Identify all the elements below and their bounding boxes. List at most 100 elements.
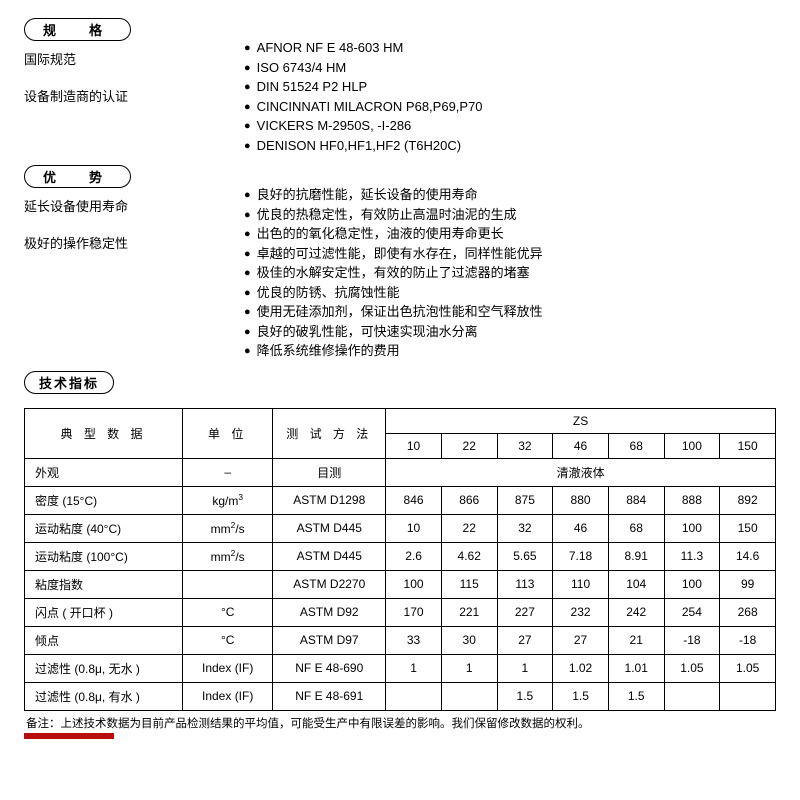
cell-unit: mm2/s	[183, 542, 273, 570]
cell-value	[441, 682, 497, 710]
cell-value: 68	[608, 514, 664, 542]
cell-value: 242	[608, 598, 664, 626]
cell-method: 目测	[273, 458, 386, 486]
cell-value: 888	[664, 486, 720, 514]
th-grade: 10	[386, 433, 442, 458]
cell-value: 2.6	[386, 542, 442, 570]
cell-method: ASTM D445	[273, 542, 386, 570]
th-grade: 32	[497, 433, 553, 458]
cell-value: 1	[497, 654, 553, 682]
cell-method: ASTM D97	[273, 626, 386, 654]
table-row: 粘度指数ASTM D227010011511311010410099	[25, 570, 776, 598]
cell-value: 27	[553, 626, 609, 654]
cell-value: -18	[720, 626, 776, 654]
cell-unit: °C	[183, 598, 273, 626]
cell-value: 232	[553, 598, 609, 626]
spec-item: DIN 51524 P2 HLP	[244, 77, 776, 97]
adv-item: 降低系统维修操作的费用	[244, 341, 776, 361]
cell-value: -18	[664, 626, 720, 654]
cell-value: 1.5	[497, 682, 553, 710]
cell-value	[386, 682, 442, 710]
cell-value: 11.3	[664, 542, 720, 570]
cell-value: 1	[386, 654, 442, 682]
cell-value: 170	[386, 598, 442, 626]
adv-item: 良好的抗磨性能，延长设备的使用寿命	[244, 185, 776, 205]
adv-item: 极佳的水解安定性，有效的防止了过滤器的堵塞	[244, 263, 776, 283]
cell-name: 运动粘度 (100°C)	[25, 542, 183, 570]
cell-value: 227	[497, 598, 553, 626]
cell-value: 113	[497, 570, 553, 598]
th-unit: 单 位	[183, 408, 273, 458]
adv-left-label-1: 极好的操作稳定性	[24, 233, 224, 252]
cell-unit: kg/m3	[183, 486, 273, 514]
cell-method: NF E 48-690	[273, 654, 386, 682]
tech-table: 典 型 数 据 单 位 测 试 方 法 ZS 10 22 32 46 68 10…	[24, 408, 776, 711]
cell-value: 880	[553, 486, 609, 514]
cell-name: 过滤性 (0.8μ, 无水 )	[25, 654, 183, 682]
cell-unit: Index (IF)	[183, 682, 273, 710]
table-row: 过滤性 (0.8μ, 有水 )Index (IF)NF E 48-6911.51…	[25, 682, 776, 710]
section-title-tech: 技术指标	[24, 371, 114, 394]
th-grade: 100	[664, 433, 720, 458]
cell-method: NF E 48-691	[273, 682, 386, 710]
cell-value: 30	[441, 626, 497, 654]
cell-value: 100	[664, 570, 720, 598]
cell-name: 过滤性 (0.8μ, 有水 )	[25, 682, 183, 710]
cell-value: 32	[497, 514, 553, 542]
th-group: ZS	[386, 408, 776, 433]
cell-value: 27	[497, 626, 553, 654]
table-row: 运动粘度 (100°C)mm2/sASTM D4452.64.625.657.1…	[25, 542, 776, 570]
cell-value: 14.6	[720, 542, 776, 570]
cell-method: ASTM D445	[273, 514, 386, 542]
cell-value: 8.91	[608, 542, 664, 570]
adv-item: 使用无硅添加剂，保证出色抗泡性能和空气释放性	[244, 302, 776, 322]
cell-value: 892	[720, 486, 776, 514]
adv-item: 卓越的可过滤性能，即使有水存在，同样性能优异	[244, 244, 776, 264]
cell-value: 7.18	[553, 542, 609, 570]
cell-value: 1	[441, 654, 497, 682]
cell-value: 150	[720, 514, 776, 542]
spec-item: VICKERS M-2950S, -I-286	[244, 116, 776, 136]
th-grade: 46	[553, 433, 609, 458]
cell-value: 100	[664, 514, 720, 542]
cell-unit: –	[183, 458, 273, 486]
cell-unit	[183, 570, 273, 598]
cell-name: 闪点 ( 开口杯 )	[25, 598, 183, 626]
cell-value: 268	[720, 598, 776, 626]
th-grade: 22	[441, 433, 497, 458]
table-row: 外观–目测清澈液体	[25, 458, 776, 486]
spec-left-label-1: 设备制造商的认证	[24, 86, 224, 105]
th-grade: 68	[608, 433, 664, 458]
cell-value: 875	[497, 486, 553, 514]
spec-item: CINCINNATI MILACRON P68,P69,P70	[244, 97, 776, 117]
cell-method: ASTM D2270	[273, 570, 386, 598]
cell-value: 1.02	[553, 654, 609, 682]
adv-item: 良好的破乳性能，可快速实现油水分离	[244, 322, 776, 342]
cell-value: 115	[441, 570, 497, 598]
spec-item: ISO 6743/4 HM	[244, 58, 776, 78]
cell-method: ASTM D1298	[273, 486, 386, 514]
cell-value: 10	[386, 514, 442, 542]
table-row: 闪点 ( 开口杯 )°CASTM D9217022122723224225426…	[25, 598, 776, 626]
th-data: 典 型 数 据	[25, 408, 183, 458]
cell-name: 运动粘度 (40°C)	[25, 514, 183, 542]
footnote: 备注：上述技术数据为目前产品检测结果的平均值，可能受生产中有限误差的影响。我们保…	[24, 715, 776, 731]
th-method: 测 试 方 法	[273, 408, 386, 458]
cell-value: 99	[720, 570, 776, 598]
spec-item: DENISON HF0,HF1,HF2 (T6H20C)	[244, 136, 776, 156]
cell-value: 21	[608, 626, 664, 654]
cell-name: 倾点	[25, 626, 183, 654]
cell-method: ASTM D92	[273, 598, 386, 626]
cell-merged: 清澈液体	[386, 458, 776, 486]
cell-value: 1.05	[720, 654, 776, 682]
cell-value: 254	[664, 598, 720, 626]
cell-value: 110	[553, 570, 609, 598]
cell-value: 221	[441, 598, 497, 626]
cell-name: 密度 (15°C)	[25, 486, 183, 514]
table-row: 过滤性 (0.8μ, 无水 )Index (IF)NF E 48-6901111…	[25, 654, 776, 682]
cell-value: 100	[386, 570, 442, 598]
cell-value: 5.65	[497, 542, 553, 570]
cell-name: 外观	[25, 458, 183, 486]
red-bar-decor	[24, 733, 114, 739]
section-title-spec: 规 格	[24, 18, 131, 41]
